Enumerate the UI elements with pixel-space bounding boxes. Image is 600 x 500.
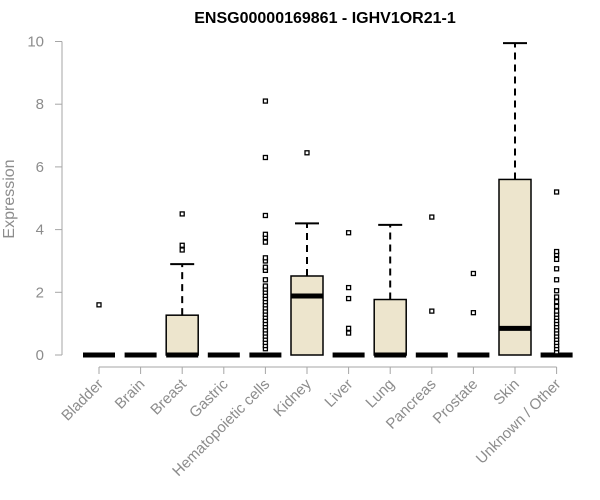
outlier-point [429, 214, 435, 220]
box-skin [498, 42, 532, 356]
outlier-point [470, 310, 477, 316]
outlier-point [262, 255, 269, 261]
outlier-point [262, 231, 269, 237]
box-kidney [290, 150, 324, 356]
box-bladder [83, 302, 115, 358]
outlier-point [470, 270, 477, 277]
outlier-point [553, 288, 560, 294]
x-tick-label: Brain [112, 376, 149, 413]
y-tick-label: 0 [36, 347, 44, 364]
y-axis: 0 2 4 6 8 10 [27, 34, 63, 364]
outlier-point [262, 98, 269, 104]
x-tick-label: Lung [362, 376, 398, 412]
outlier-point [553, 256, 560, 263]
outlier-point [262, 277, 269, 283]
outlier-point [262, 264, 269, 270]
outlier-point [429, 308, 435, 314]
box-body [165, 314, 199, 356]
box-prostate [457, 270, 490, 358]
y-tick-label: 8 [36, 96, 44, 113]
outlier-point [262, 154, 269, 161]
outlier-point [96, 302, 102, 308]
outlier-point [553, 294, 560, 300]
outlier-point [345, 284, 352, 291]
outlier-point [553, 308, 560, 314]
box-breast [165, 211, 199, 358]
box-lung [373, 223, 407, 358]
box-liver [332, 230, 365, 358]
outlier-point [179, 247, 185, 253]
outlier-point [262, 212, 269, 219]
y-tick-label: 6 [36, 159, 44, 176]
y-tick-label: 2 [36, 284, 44, 301]
box-pancreas [415, 214, 448, 358]
box-body [290, 275, 324, 356]
outlier-point [345, 330, 352, 336]
box-hematopoietic-cells [249, 98, 282, 358]
outlier-point [345, 295, 352, 302]
x-tick-label: Bladder [58, 376, 107, 425]
outlier-point [553, 277, 560, 283]
box-unknown-other [540, 189, 573, 358]
box-body [498, 178, 532, 356]
y-tick-label: 10 [27, 34, 44, 51]
outlier-point [553, 248, 560, 255]
box-body [373, 298, 407, 356]
boxes-layer [83, 42, 573, 358]
chart-title: ENSG00000169861 - IGHV1OR21-1 [194, 10, 456, 27]
outlier-point [304, 150, 310, 156]
outlier-point [262, 283, 269, 289]
x-tick-label: Skin [490, 376, 523, 409]
x-tick-label: Kidney [270, 375, 315, 420]
outlier-point [553, 189, 560, 195]
outlier-point [553, 266, 560, 272]
x-tick-label: Breast [147, 375, 190, 418]
outlier-point [179, 242, 185, 248]
outlier-point [553, 303, 560, 310]
y-axis-label: Expression [1, 159, 18, 238]
y-tick-label: 4 [36, 222, 44, 239]
x-tick-label: Liver [321, 376, 356, 411]
x-tick-label: Prostate [430, 376, 482, 428]
outlier-point [345, 230, 352, 236]
outlier-point [179, 211, 185, 217]
outlier-point [553, 299, 560, 305]
outlier-point [345, 325, 352, 332]
outlier-point [262, 239, 269, 245]
